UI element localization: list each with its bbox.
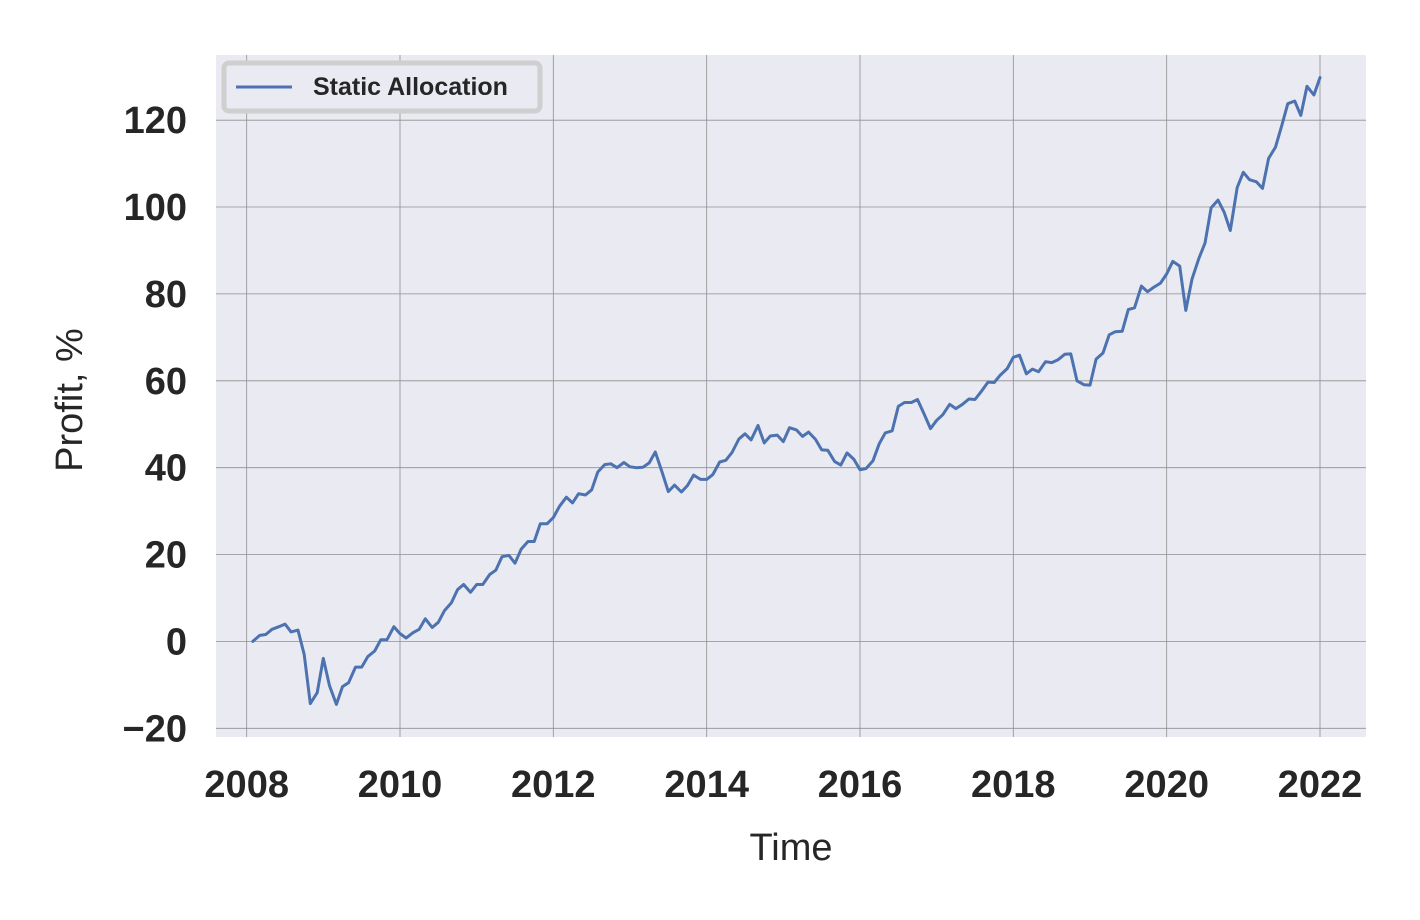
legend-label: Static Allocation [313,73,508,101]
x-tick-label: 2022 [1278,764,1363,806]
y-tick-label: −20 [123,708,187,750]
y-axis-label: Profit, % [49,328,91,472]
y-tick-label: 60 [145,361,187,403]
x-tick-label: 2020 [1124,764,1209,806]
x-tick-label: 2016 [818,764,903,806]
x-axis-label: Time [749,827,832,869]
y-tick-label: 100 [124,187,187,229]
legend-box [221,60,543,114]
series-group [251,76,1322,706]
series-line-static-allocation [251,76,1322,706]
y-tick-label: 0 [166,621,187,663]
x-tick-label: 2018 [971,764,1056,806]
y-tick-label: 120 [124,100,187,142]
grid [216,55,1366,737]
x-tick-label: 2012 [511,764,596,806]
x-tick-label: 2014 [664,764,749,806]
y-tick-label: 40 [145,448,187,490]
x-tick-label: 2008 [204,764,289,806]
y-tick-label: 20 [145,535,187,577]
x-axis-ticks: 2008 2010 2012 2014 2016 2018 2020 2022 [204,764,1362,806]
y-tick-label: 80 [145,274,187,316]
plot-area [216,55,1366,737]
x-tick-label: 2010 [358,764,443,806]
y-axis-ticks: −20 0 20 40 60 80 100 120 [123,100,187,750]
legend: Static Allocation [221,60,543,114]
